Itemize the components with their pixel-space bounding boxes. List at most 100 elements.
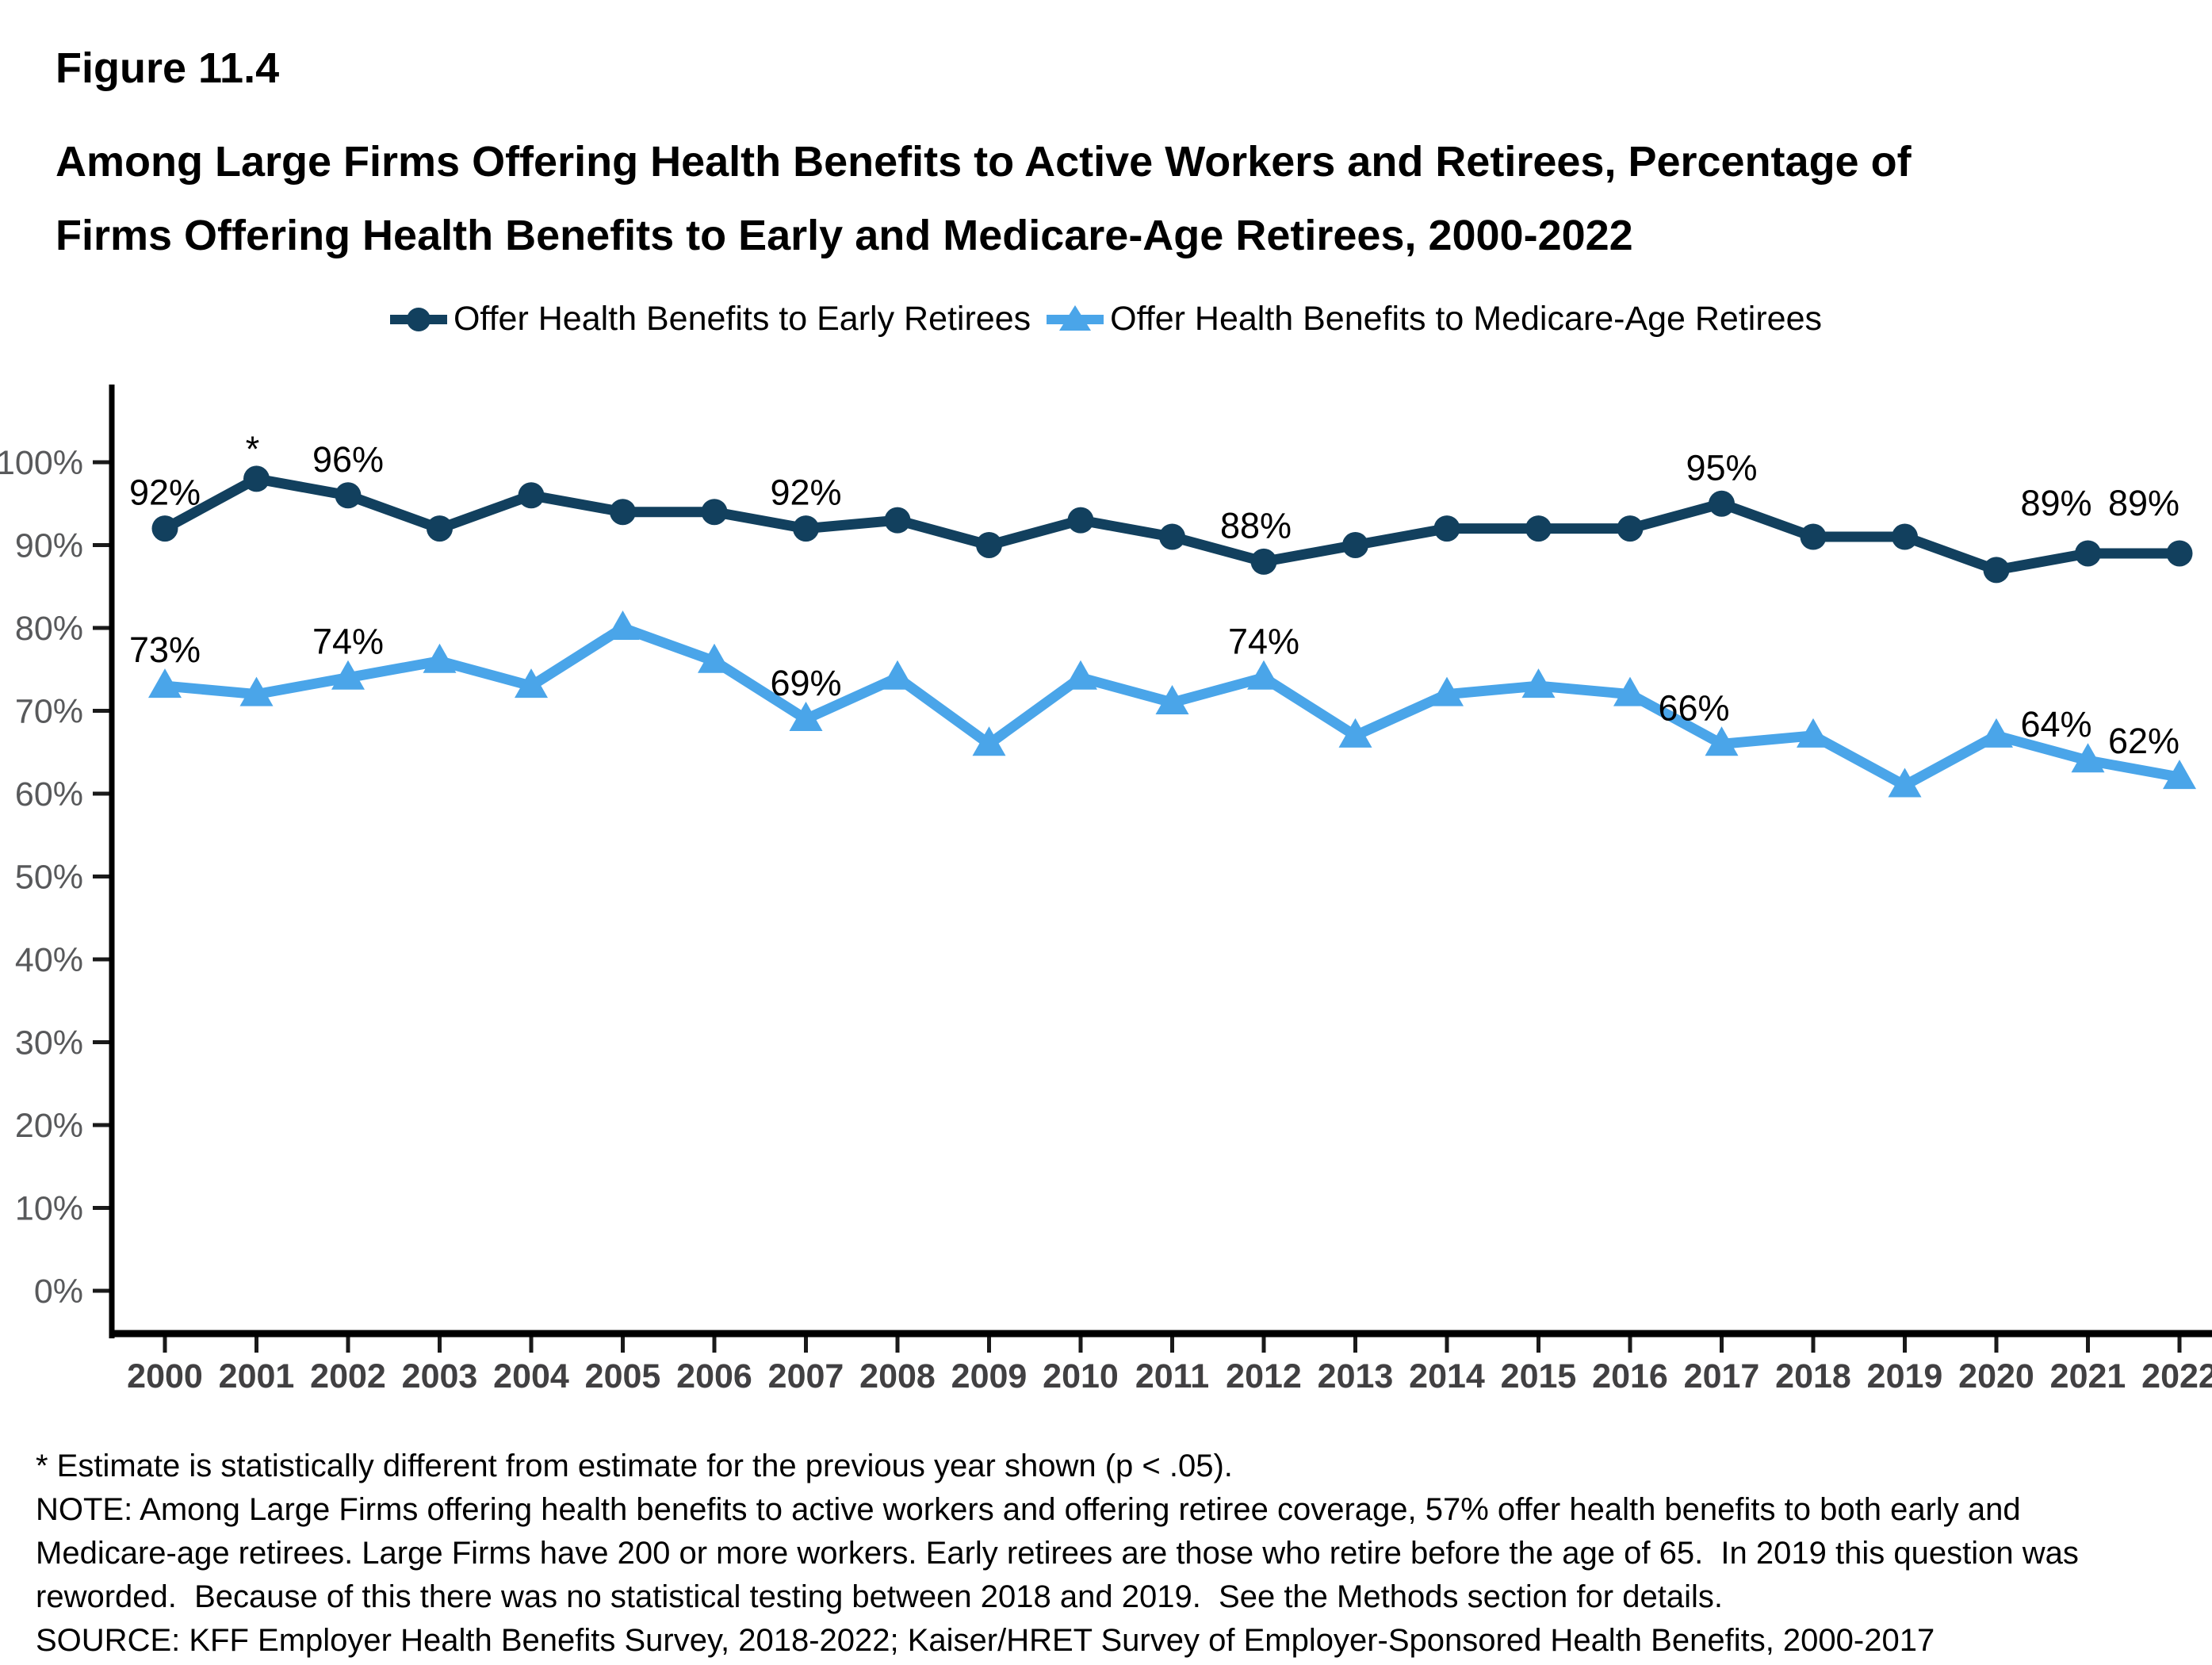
medicare-age-retirees-marker [1064,660,1097,690]
y-tick-label: 20% [15,1107,83,1145]
medicare-age-retirees-data-label: 62% [2108,721,2179,761]
early-retirees-marker [1342,532,1368,558]
footnote-significance: * Estimate is statistically different fr… [36,1449,1233,1483]
x-year-label: 2009 [951,1357,1028,1395]
x-year-label: 2000 [127,1357,203,1395]
medicare-age-retirees-marker [239,676,274,706]
y-tick-label: 90% [15,527,83,565]
x-year-label: 2021 [2050,1357,2126,1395]
early-retirees-marker [243,465,270,492]
medicare-age-retirees-marker [2163,760,2196,790]
line-triangle-marker-icon [1047,304,1104,331]
x-year-label: 2008 [859,1357,936,1395]
early-retirees-marker [1067,507,1094,534]
medicare-age-retirees-marker [1155,685,1189,715]
early-retirees-marker [1800,523,1827,550]
medicare-age-retirees-marker [148,668,182,699]
x-year-label: 2007 [768,1357,844,1395]
x-year-label: 2006 [676,1357,752,1395]
chart-legend: Offer Health Benefits to Early Retirees … [0,300,2212,339]
medicare-age-retirees-data-label: 69% [770,663,841,703]
medicare-age-retirees-data-label: 74% [312,622,384,662]
significance-asterisk: * [246,429,260,469]
medicare-age-retirees-data-label: 64% [2020,704,2091,744]
x-year-label: 2013 [1318,1357,1394,1395]
x-year-label: 2011 [1135,1357,1209,1395]
medicare-age-retirees-marker [1980,718,2013,748]
early-retirees-marker [793,515,819,542]
early-retirees-marker [1159,523,1185,550]
y-tick-label: 0% [34,1273,83,1311]
x-year-label: 2005 [585,1357,661,1395]
y-tick-label: 100% [0,444,83,482]
y-tick-label: 60% [15,775,83,813]
x-year-label: 2010 [1043,1357,1119,1395]
x-year-label: 2004 [493,1357,569,1395]
medicare-age-retirees-marker [423,643,457,673]
x-year-label: 2001 [219,1357,295,1395]
y-tick-label: 50% [15,859,83,897]
early-retirees-data-label: 95% [1686,447,1757,488]
y-tick-label: 40% [15,941,83,979]
x-year-label: 2002 [310,1357,386,1395]
early-retirees-data-label: 92% [129,473,201,513]
early-retirees-marker [2166,540,2193,567]
early-retirees-data-label: 88% [1220,505,1292,545]
y-tick-label: 80% [15,610,83,648]
medicare-age-retirees-marker [1430,676,1464,706]
early-retirees-marker [2075,540,2101,567]
retiree-benefits-line-chart: 0% 10% 20% 30% 40% 50% 60% 70% 80% 90% 100% 2000 200… [0,385,2212,1395]
y-tick-label: 30% [15,1024,83,1062]
early-retirees-marker [1525,515,1552,542]
chart-title-line2: Firms Offering Health Benefits to Early … [55,212,1633,259]
early-retirees-data-label: 92% [770,473,841,513]
medicare-age-retirees-marker [1247,660,1280,690]
early-retirees-marker [1250,548,1277,575]
medicare-age-retirees-marker [972,726,1006,756]
medicare-age-retirees-marker [606,610,640,640]
medicare-age-retirees-marker [1705,726,1739,756]
line-circle-marker-icon [389,307,447,331]
medicare-age-retirees-marker [2071,743,2105,773]
medicare-age-retirees-marker [1338,718,1372,748]
legend-item-early-retirees: Offer Health Benefits to Early Retirees [389,300,1031,339]
early-retirees-data-label: 89% [2020,483,2091,523]
early-retirees-data-label: 96% [312,439,384,480]
early-retirees-marker [1433,515,1460,542]
medicare-age-retirees-marker [881,660,914,690]
medicare-age-retirees-marker [331,660,365,690]
x-year-label: 2012 [1226,1357,1302,1395]
medicare-age-retirees-marker [789,701,823,731]
early-retirees-marker [151,515,178,542]
chart-title-line1: Among Large Firms Offering Health Benefi… [55,138,1912,186]
figure-number: Figure 11.4 [55,44,280,92]
medicare-age-retirees-marker [515,668,548,699]
early-retirees-data-label: 89% [2108,483,2179,523]
legend-label-medicare-age-retirees: Offer Health Benefits to Medicare-Age Re… [1110,300,1822,338]
medicare-age-retirees-data-label: 74% [1228,622,1299,662]
footnote-note-line1: NOTE: Among Large Firms offering health … [36,1492,2021,1527]
early-retirees-marker [427,515,453,542]
early-retirees-marker [884,507,911,534]
early-retirees-marker [1892,523,1918,550]
x-year-label: 2017 [1684,1357,1760,1395]
medicare-age-retirees-marker [698,643,731,673]
x-year-label: 2020 [1958,1357,2034,1395]
x-year-label: 2015 [1501,1357,1577,1395]
early-retirees-marker [1709,490,1735,517]
legend-item-medicare-age-retirees: Offer Health Benefits to Medicare-Age Re… [1047,300,1822,339]
early-retirees-marker [335,482,362,509]
x-year-label: 2014 [1409,1357,1485,1395]
medicare-age-retirees-data-label: 66% [1658,687,1729,728]
x-year-label: 2019 [1867,1357,1943,1395]
early-retirees-marker [518,482,545,509]
medicare-age-retirees-data-label: 73% [129,630,201,670]
early-retirees-marker [610,499,636,526]
y-tick-label: 70% [15,693,83,731]
footnote-source: SOURCE: KFF Employer Health Benefits Sur… [36,1623,1935,1658]
x-year-label: 2003 [402,1357,478,1395]
footnote-note-line2: Medicare-age retirees. Large Firms have … [36,1536,2079,1571]
x-year-label: 2016 [1592,1357,1668,1395]
early-retirees-marker [976,532,1002,558]
early-retirees-marker [701,499,728,526]
